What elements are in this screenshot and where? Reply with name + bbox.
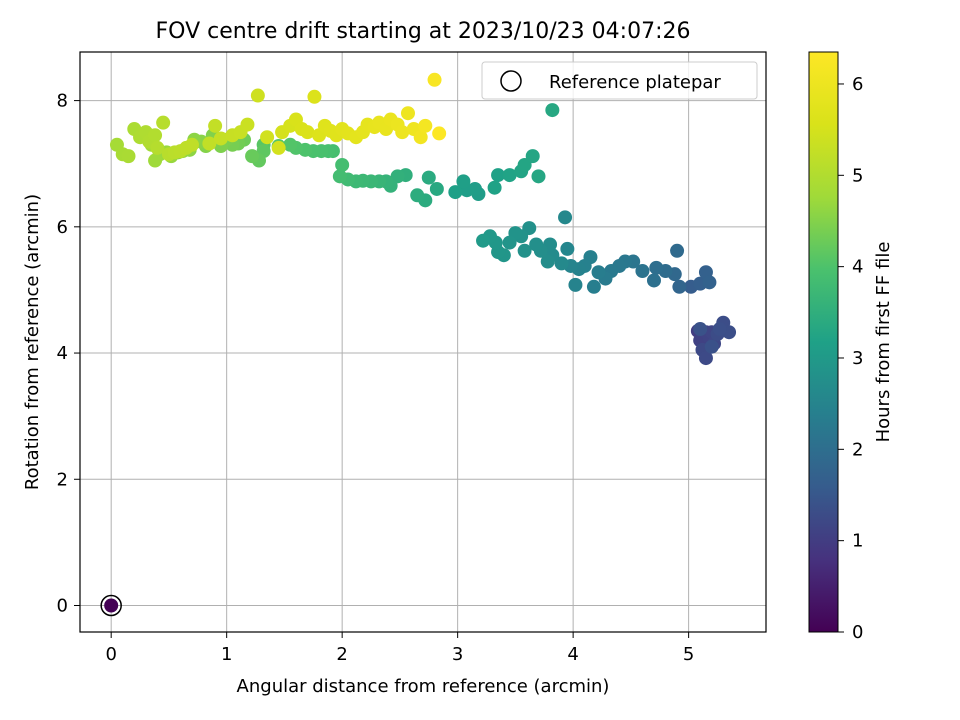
data-point [487, 180, 502, 195]
data-point [148, 128, 163, 143]
colorbar-tick-label: 0 [852, 622, 863, 643]
data-point [271, 140, 286, 155]
x-tick-label: 3 [452, 644, 463, 665]
x-axis: 0 1 2 3 4 5 [105, 632, 694, 665]
data-point [307, 89, 322, 104]
data-point [410, 188, 425, 203]
y-axis-label: Rotation from reference (arcmin) [22, 194, 43, 490]
data-point [427, 72, 442, 87]
data-points [104, 72, 737, 613]
x-tick-label: 4 [567, 644, 578, 665]
data-point [558, 210, 573, 225]
data-point [283, 137, 298, 152]
colorbar-tick-label: 2 [852, 439, 863, 460]
colorbar-tick-label: 1 [852, 531, 863, 552]
y-axis: 0 2 4 6 8 [57, 91, 80, 616]
data-point [213, 131, 228, 146]
data-point [672, 279, 687, 294]
data-point [400, 106, 415, 121]
colorbar-tick-label: 5 [852, 165, 863, 186]
data-point [529, 237, 544, 252]
colorbar: 0 1 2 3 4 5 6 Hours from first FF file [808, 51, 894, 643]
data-point [418, 118, 433, 133]
data-point [121, 149, 136, 164]
colorbar-ticks: 0 1 2 3 4 5 6 [838, 74, 863, 643]
data-point [208, 118, 223, 133]
data-point [240, 117, 255, 132]
data-point [491, 168, 506, 183]
data-point [531, 169, 546, 184]
data-point [245, 149, 260, 164]
x-tick-label: 5 [683, 644, 694, 665]
legend: Reference platepar [481, 61, 758, 100]
data-point [545, 103, 560, 118]
data-point [649, 260, 664, 275]
data-point [335, 157, 350, 172]
data-point [646, 273, 661, 288]
data-point [586, 279, 601, 294]
colorbar-label: Hours from first FF file [873, 242, 894, 443]
data-point [395, 125, 410, 140]
y-tick-label: 8 [57, 91, 68, 112]
data-point [185, 137, 200, 152]
data-point [421, 170, 436, 185]
data-point [635, 263, 650, 278]
data-point [693, 322, 708, 337]
plot-frame [79, 51, 767, 633]
data-point [104, 598, 119, 613]
data-point [670, 243, 685, 258]
data-point [260, 130, 275, 145]
data-point [704, 339, 719, 354]
reference-platepar-marker [100, 594, 122, 617]
data-point [525, 149, 540, 164]
data-point [568, 277, 583, 292]
data-point [148, 153, 163, 168]
colorbar-tick-label: 4 [852, 257, 863, 278]
data-point [554, 256, 569, 271]
data-point [448, 185, 463, 200]
data-point [517, 157, 532, 172]
colorbar-gradient [808, 51, 839, 633]
data-point [560, 241, 575, 256]
y-tick-label: 4 [57, 343, 68, 364]
data-point [150, 140, 165, 155]
data-point [712, 322, 727, 337]
data-point [202, 136, 217, 151]
x-axis-label: Angular distance from reference (arcmin) [237, 676, 610, 697]
x-tick-label: 0 [105, 644, 116, 665]
legend-label-reference-platepar: Reference platepar [549, 72, 721, 93]
chart-title: FOV centre drift starting at 2023/10/23 … [156, 19, 691, 44]
legend-open-circle-icon [500, 70, 522, 92]
reference-marker-layer [100, 594, 122, 617]
data-point [476, 233, 491, 248]
data-point [591, 265, 606, 280]
data-point [517, 243, 532, 258]
data-point [540, 254, 555, 269]
x-tick-label: 1 [221, 644, 232, 665]
x-tick-label: 2 [336, 644, 347, 665]
y-tick-label: 0 [57, 595, 68, 616]
y-tick-label: 6 [57, 217, 68, 238]
data-point [332, 169, 347, 184]
colorbar-tick-label: 6 [852, 74, 863, 95]
data-point [502, 168, 517, 183]
data-point [156, 115, 171, 130]
y-tick-label: 2 [57, 469, 68, 490]
legend-box [481, 61, 758, 100]
data-point [429, 181, 444, 196]
data-point [413, 130, 428, 145]
data-point [698, 351, 713, 366]
colorbar-tick-label: 3 [852, 348, 863, 369]
data-point [456, 174, 471, 189]
data-point [702, 275, 717, 290]
data-point [502, 235, 517, 250]
data-point [432, 126, 447, 141]
data-point [250, 88, 265, 103]
data-point [300, 125, 315, 140]
